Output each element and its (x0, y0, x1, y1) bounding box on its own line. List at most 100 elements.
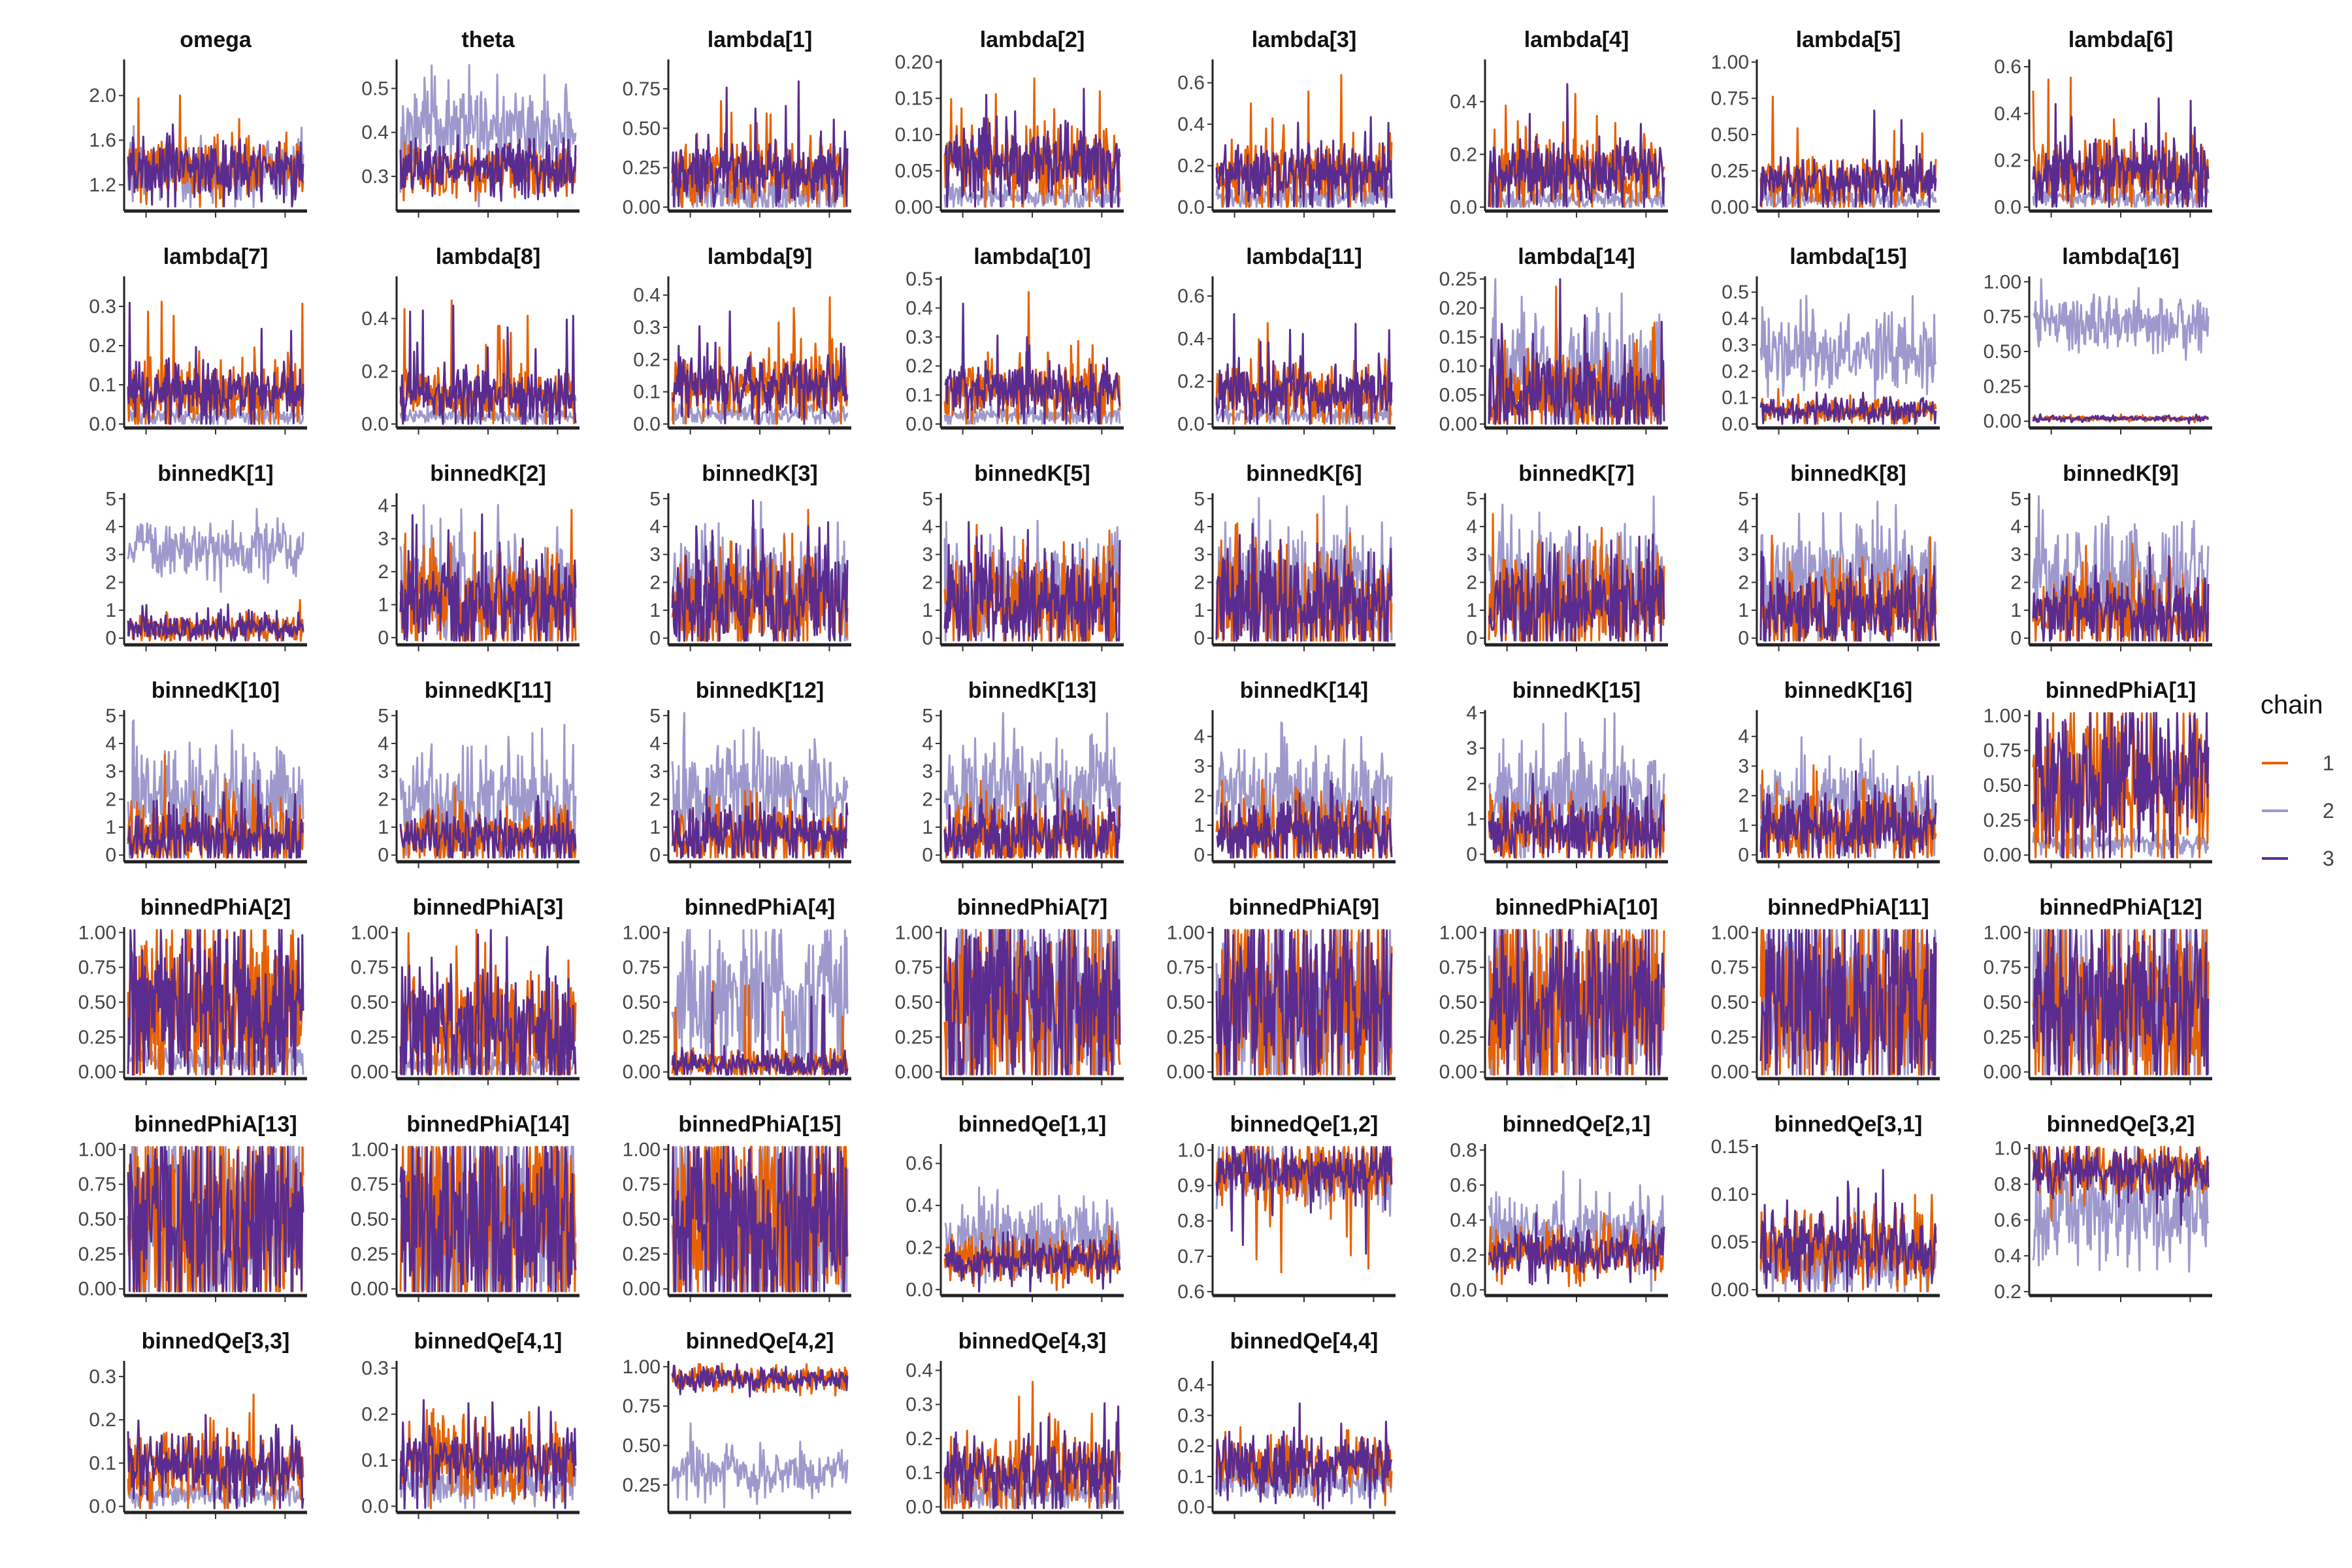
panel-title: binnedK[1] (157, 461, 274, 486)
chain-3-trace (2032, 711, 2210, 858)
y-tick-label: 0.3 (1177, 1405, 1205, 1426)
y-tick-label: 2 (105, 789, 116, 810)
y-tick-label: 5 (378, 705, 389, 727)
y-tick-label: 0.8 (1994, 1174, 2021, 1196)
panel-title: binnedK[16] (1784, 678, 1912, 703)
y-tick-label: 0.50 (895, 992, 933, 1013)
y-tick-label: 0.25 (895, 1026, 933, 1048)
y-tick-label: 0.3 (906, 327, 933, 348)
chain-3-trace (399, 134, 577, 202)
trace-panel: lambda[6] 0.0 0.2 0.4 0.6 (1994, 27, 2212, 218)
chain-3-trace (943, 928, 1121, 1076)
y-tick-label: 4 (1194, 726, 1205, 747)
panel-title: binnedPhiA[10] (1495, 895, 1658, 920)
chain-3-trace (1759, 928, 1937, 1076)
y-tick-label: 0.0 (1177, 414, 1205, 435)
y-tick-label: 0.75 (623, 78, 661, 100)
panel-title: binnedK[6] (1246, 461, 1362, 486)
y-tick-label: 0.00 (1439, 414, 1477, 435)
trace-panel: binnedK[8] 0 1 2 3 4 5 (1738, 461, 1940, 651)
panel-title: binnedPhiA[4] (685, 895, 835, 920)
y-tick-label: 1.00 (623, 922, 661, 943)
y-tick-label: 0.75 (1439, 957, 1477, 979)
y-tick-label: 0.00 (1711, 1279, 1749, 1301)
y-tick-label: 3 (2010, 544, 2021, 566)
y-tick-label: 0.4 (361, 122, 389, 144)
panel-title: binnedK[10] (152, 678, 280, 703)
y-tick-label: 0.00 (623, 197, 661, 218)
y-tick-label: 1.00 (351, 1139, 389, 1160)
y-tick-label: 3 (1194, 544, 1205, 566)
trace-panel: lambda[10] 0.0 0.1 0.2 0.3 0.4 0.5 (906, 244, 1124, 435)
y-tick-label: 4 (1738, 726, 1749, 747)
trace-panel: binnedPhiA[13] 0.00 0.25 0.50 0.75 1.00 (78, 1112, 307, 1302)
y-tick-label: 0.50 (78, 992, 116, 1013)
panel-title: binnedPhiA[9] (1229, 895, 1379, 920)
panel-title: binnedK[7] (1518, 461, 1635, 486)
chain-3-trace (1759, 109, 1937, 208)
panel-title: lambda[1] (708, 27, 813, 52)
trace-panel: binnedK[7] 0 1 2 3 4 5 (1466, 461, 1668, 651)
y-tick-label: 0.0 (906, 1496, 933, 1518)
y-tick-label: 0.4 (1450, 91, 1477, 113)
trace-panel: lambda[4] 0.0 0.2 0.4 (1450, 27, 1668, 218)
y-tick-label: 0.75 (895, 957, 933, 979)
y-tick-label: 1.0 (1994, 1138, 2021, 1160)
y-tick-label: 0.5 (361, 78, 389, 99)
y-tick-label: 0.05 (895, 161, 933, 182)
chain-3-trace (2032, 928, 2210, 1076)
y-tick-label: 3 (922, 544, 933, 566)
y-tick-label: 0.00 (1439, 1062, 1477, 1083)
y-tick-label: 0.50 (1711, 124, 1749, 146)
y-tick-label: 0.0 (1722, 414, 1749, 435)
y-tick-label: 0.4 (906, 1360, 933, 1381)
y-tick-label: 2 (922, 789, 933, 810)
y-tick-label: 0.0 (906, 414, 933, 435)
y-tick-label: 4 (378, 495, 389, 517)
y-tick-label: 1 (1466, 808, 1477, 830)
chain-2-trace (1759, 295, 1937, 401)
y-tick-label: 0.2 (361, 1404, 389, 1426)
chain-3-trace (1215, 116, 1393, 208)
y-tick-label: 0.3 (633, 317, 661, 338)
y-tick-label: 4 (922, 516, 933, 538)
y-tick-label: 0.3 (89, 296, 116, 318)
chain-2-trace (127, 719, 304, 859)
y-tick-label: 0.3 (1722, 335, 1749, 356)
panel-title: lambda[5] (1796, 27, 1901, 52)
panel-title: lambda[15] (1789, 244, 1907, 269)
y-tick-label: 0.25 (1984, 376, 2021, 397)
chain-3-trace (1488, 1212, 1665, 1286)
chain-3-trace (1488, 278, 1665, 425)
y-tick-label: 4 (649, 516, 661, 538)
y-tick-label: 0.20 (1439, 297, 1477, 319)
y-tick-label: 1 (922, 817, 933, 838)
y-tick-label: 3 (922, 761, 933, 783)
chain-2-trace (943, 711, 1121, 859)
trace-panel: binnedK[15] 0 1 2 3 4 (1466, 678, 1668, 868)
y-tick-label: 0.25 (1711, 161, 1749, 182)
panel-title: binnedK[11] (425, 678, 552, 703)
chain-2-trace (671, 711, 849, 859)
y-tick-label: 0.4 (1450, 1209, 1477, 1231)
chain-3-trace (399, 929, 577, 1076)
chain-3-trace (943, 777, 1121, 859)
y-tick-label: 0.75 (78, 1174, 116, 1196)
y-tick-label: 0.5 (906, 269, 933, 290)
y-tick-label: 0.2 (89, 1409, 116, 1431)
trace-panel: binnedK[16] 0 1 2 3 4 (1738, 678, 1940, 868)
y-tick-label: 0.10 (1439, 355, 1477, 377)
y-tick-label: 3 (1738, 756, 1749, 777)
chain-3-trace (1216, 779, 1393, 859)
y-tick-label: 0.00 (895, 1062, 933, 1083)
trace-panel: binnedPhiA[15] 0.00 0.25 0.50 0.75 1.00 (623, 1112, 851, 1302)
chain-3-trace (1759, 391, 1937, 425)
y-tick-label: 0.25 (1711, 1026, 1749, 1048)
y-tick-label: 0.00 (1984, 1062, 2021, 1083)
y-tick-label: 0.75 (1167, 957, 1205, 979)
y-tick-label: 1 (649, 600, 661, 621)
y-tick-label: 1.00 (351, 922, 389, 943)
y-tick-label: 1 (1738, 815, 1749, 836)
y-tick-label: 0.50 (351, 992, 389, 1013)
y-tick-label: 0.2 (1722, 361, 1749, 382)
